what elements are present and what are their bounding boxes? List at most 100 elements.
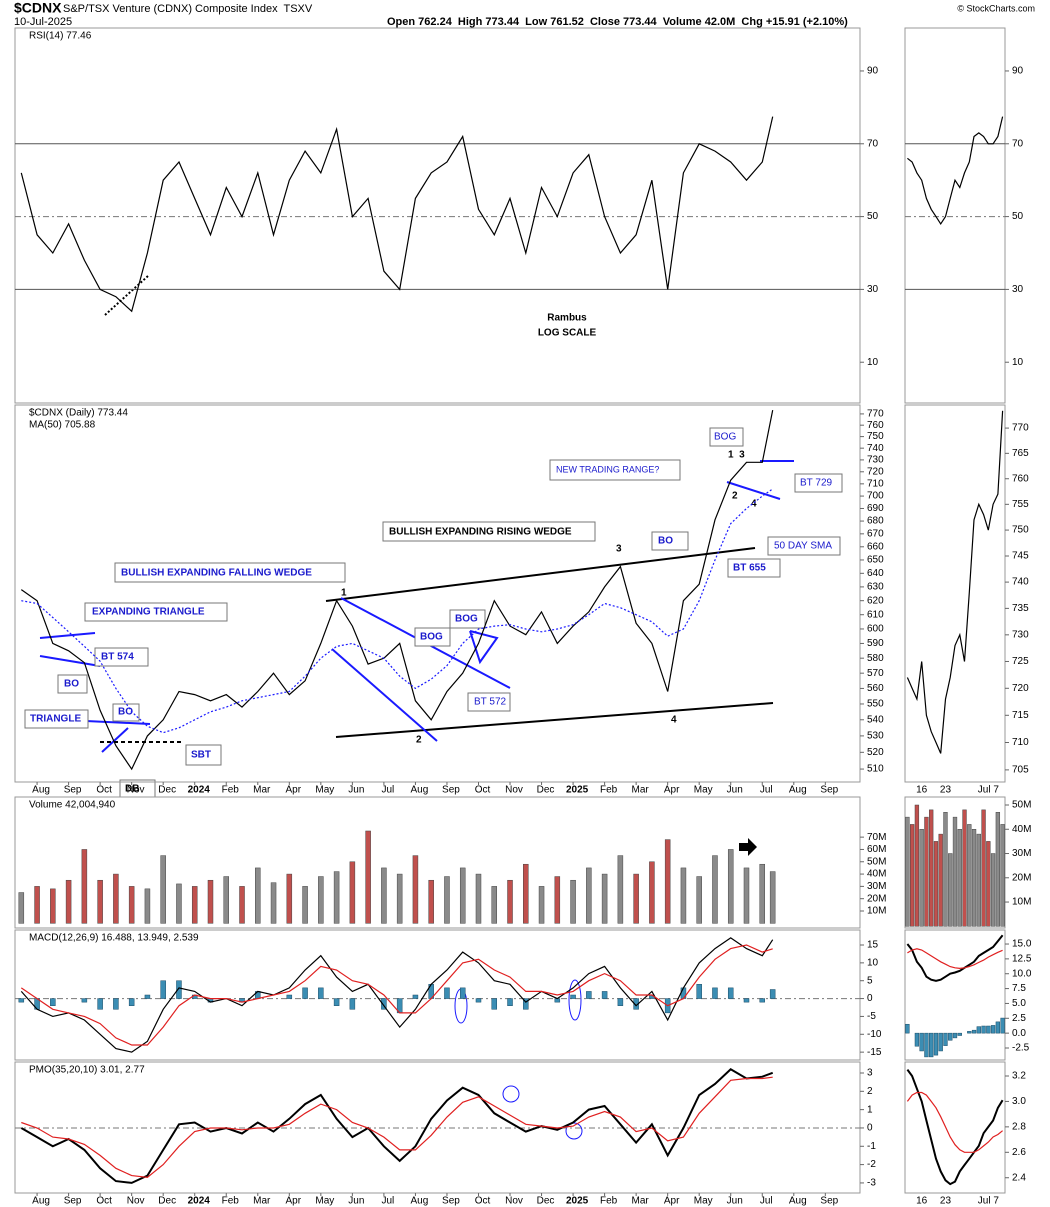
x-tick-label: Feb [600,1196,618,1207]
panel-frame [14,404,861,783]
annotation: NEW TRADING RANGE? [556,464,659,474]
x-tick-label: 16 [916,785,928,796]
y-tick-label: 30M [867,881,886,892]
y-tick-label: 0.0 [1012,1028,1026,1039]
trend-line [469,630,499,665]
panel-frame [904,929,1006,1061]
x-tick-label: Mar [253,785,271,796]
bar [144,994,151,999]
bar [302,987,308,999]
bar [933,841,939,927]
y-tick-label: 670 [867,528,884,539]
y-tick-label: 30 [867,284,879,295]
bar [412,994,419,999]
series-line [906,934,1004,982]
bar [995,1021,1001,1034]
x-tick-label: Jul [382,785,395,796]
panel-frame [14,796,861,929]
bar [554,876,561,924]
panel-frame [904,796,1006,929]
annotation: 50 DAY SMA [774,541,832,552]
x-tick-label: Feb [222,1196,240,1207]
series-line [906,410,1004,754]
bar [207,879,214,924]
y-tick-label: 570 [867,668,884,679]
label-box [767,536,841,556]
annotation: BT 729 [800,478,832,489]
y-tick-label: 50 [1012,211,1024,222]
y-tick-label: 590 [867,638,884,649]
bar [113,998,119,1010]
bar [971,1029,977,1034]
x-tick-label: Oct [475,1196,491,1207]
annotation: 1 [341,588,347,599]
label-box [94,647,149,667]
y-tick-label: 10M [1012,897,1031,908]
bar [239,886,245,924]
bar [223,876,229,924]
x-tick-label: Sep [820,1196,838,1207]
series-line [907,948,1003,970]
bar [919,829,924,927]
bar [176,980,182,999]
series-line [906,1091,1003,1153]
x-tick-label: Aug [411,785,429,796]
y-tick-label: 2 [867,1086,873,1097]
bar [601,991,608,999]
bar [995,812,1001,927]
y-tick-label: 510 [867,764,884,775]
bar [712,987,718,999]
x-tick-label: Jul 7 [978,785,1000,796]
bar [743,867,750,924]
x-tick-label: May [315,785,334,796]
y-tick-label: 50M [867,856,886,867]
bar [948,1032,953,1041]
x-tick-label: Jun [348,1196,364,1207]
annotation: BT 655 [733,563,766,574]
label-box [727,558,781,578]
y-tick-label: 760 [1012,473,1029,484]
y-tick-label: 3.2 [1012,1071,1026,1082]
bar [981,809,986,927]
bar [412,855,419,924]
bar [333,998,340,1006]
bar [957,1032,962,1036]
bar [759,863,766,924]
bar [929,809,934,927]
panel-frame [904,404,1006,783]
bar [491,998,498,1010]
bar [128,998,135,1006]
trend-line [39,655,101,667]
bar [680,867,687,924]
bar [302,886,308,924]
quote: Open 762.24 High 773.44 Low 761.52 Close… [387,16,848,28]
bar [523,998,529,1010]
x-tick-label: Oct [96,785,112,796]
y-tick-label: 740 [867,443,884,454]
annotation: EXPANDING TRIANGLE [92,607,205,618]
y-tick-label: 735 [1012,603,1029,614]
label-box [709,427,744,447]
bar [381,998,387,1010]
x-tick-label: Dec [537,1196,555,1207]
bar [1000,824,1005,927]
bar [617,855,624,924]
y-tick-label: 12.5 [1012,954,1032,965]
y-tick-label: -3 [867,1178,876,1189]
y-tick-label: 715 [1012,710,1029,721]
bar [914,804,920,927]
bar [570,994,576,999]
y-tick-label: 10 [1012,357,1024,368]
y-tick-label: 30 [1012,284,1024,295]
y-tick-label: 560 [867,683,884,694]
y-tick-label: 2.8 [1012,1122,1026,1133]
bar [696,876,702,924]
annotation: LOG SCALE [538,328,597,339]
bar [18,892,25,924]
bar [270,882,277,924]
bar [570,879,576,924]
x-tick-label: Mar [253,1196,271,1207]
x-tick-label: Jun [348,785,364,796]
bar [475,873,482,924]
y-tick-label: 70 [867,138,879,149]
